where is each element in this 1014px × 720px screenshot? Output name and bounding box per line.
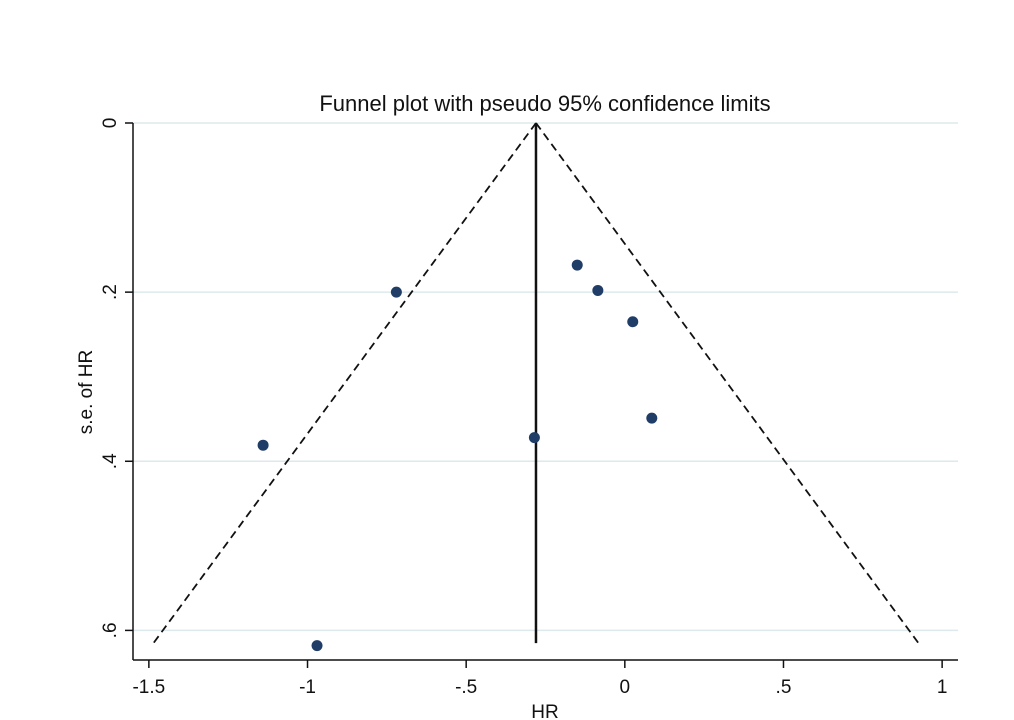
x-tick-label: 1	[937, 677, 948, 698]
y-tick-label: .2	[100, 284, 121, 300]
y-tick-label: 0	[100, 118, 121, 129]
x-tick-label: -1	[299, 677, 316, 698]
data-point	[646, 412, 658, 424]
grid-lines	[133, 122, 958, 632]
x-tick-label: -1.5	[132, 677, 165, 698]
data-point	[627, 316, 639, 328]
x-tick-label: 0	[620, 677, 631, 698]
chart-title: Funnel plot with pseudo 95% confidence l…	[319, 91, 770, 116]
lower-confidence-limit	[152, 122, 537, 644]
data-points	[257, 259, 658, 652]
y-tick-label: .4	[100, 453, 121, 469]
data-point	[257, 439, 269, 451]
data-point	[571, 259, 583, 271]
axes	[132, 123, 958, 661]
y-axis-label: s.e. of HR	[76, 350, 97, 434]
data-point	[528, 432, 540, 444]
x-axis-label: HR	[531, 702, 558, 720]
ticks: -1.5 -1 -.5 0 .5 1 0 .2 .4 .6	[100, 118, 947, 698]
data-point	[390, 286, 402, 298]
data-point	[592, 284, 604, 296]
x-tick-label: .5	[776, 677, 792, 698]
funnel-lines	[152, 122, 920, 644]
y-tick-label: .6	[100, 622, 121, 638]
data-point	[311, 640, 323, 652]
upper-confidence-limit	[535, 122, 920, 644]
x-tick-label: -.5	[455, 677, 477, 698]
